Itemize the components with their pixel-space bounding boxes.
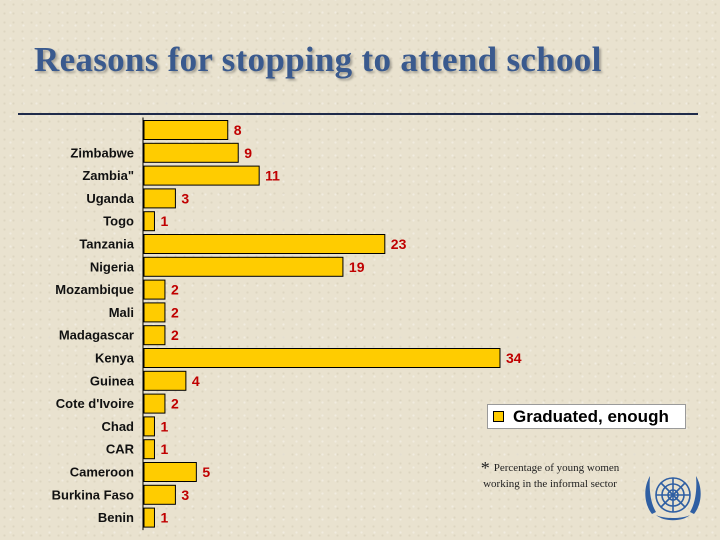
value-label-kenya: 34	[506, 350, 522, 366]
bar-mozambique	[143, 279, 166, 300]
bar-row-0	[143, 120, 229, 140]
category-label-zambia: Zambia"	[82, 168, 134, 183]
bar-guinea	[143, 370, 187, 391]
value-label-car: 1	[160, 441, 168, 457]
value-label-zambia: 11	[265, 168, 280, 184]
category-label-cote-d-ivoire: Cote d'Ivoire	[56, 396, 134, 411]
category-label-chad: Chad	[102, 419, 135, 434]
bar-cameroon	[143, 462, 197, 482]
bar-mali	[143, 302, 166, 323]
bar-zimbabwe	[143, 142, 239, 163]
bar-nigeria	[143, 256, 344, 277]
category-label-guinea: Guinea	[90, 373, 135, 388]
value-label-zimbabwe: 9	[244, 145, 252, 161]
chart-legend: Graduated, enough	[487, 404, 686, 429]
bar-cote-d-ivoire	[143, 393, 166, 414]
value-label-guinea: 4	[192, 373, 200, 389]
bar-chad	[143, 416, 155, 437]
value-label-madagascar: 2	[171, 327, 179, 343]
value-label-tanzania: 23	[391, 236, 407, 252]
bar-benin	[143, 507, 155, 528]
value-label-togo: 1	[160, 213, 168, 229]
category-label-togo: Togo	[103, 214, 134, 229]
value-label-burkina-faso: 3	[181, 487, 189, 503]
category-label-madagascar: Madagascar	[59, 328, 134, 343]
bar-tanzania	[143, 234, 386, 254]
category-label-zimbabwe: Zimbabwe	[70, 145, 134, 160]
footnote: * Percentage of young women working in th…	[462, 458, 638, 492]
footnote-text: Percentage of young women working in the…	[483, 462, 620, 490]
title-divider	[18, 113, 698, 115]
value-label-mali: 2	[171, 304, 179, 320]
value-label-row-0: 8	[234, 122, 242, 138]
value-label-cote-d-ivoire: 2	[171, 396, 179, 412]
value-label-nigeria: 19	[349, 259, 365, 275]
category-label-burkina-faso: Burkina Faso	[52, 487, 134, 502]
page-title: Reasons for stopping to attend school	[34, 40, 602, 79]
un-style-emblem-icon	[645, 476, 701, 521]
bar-togo	[143, 211, 155, 232]
category-label-kenya: Kenya	[95, 351, 135, 366]
bar-burkina-faso	[143, 484, 176, 505]
category-label-cameroon: Cameroon	[70, 465, 134, 480]
value-label-chad: 1	[160, 418, 168, 434]
bar-kenya	[143, 348, 501, 368]
legend-label: Graduated, enough	[513, 406, 669, 426]
bars	[143, 120, 501, 528]
bar-madagascar	[143, 325, 166, 346]
category-label-tanzania: Tanzania	[79, 237, 134, 252]
value-label-cameroon: 5	[202, 464, 210, 480]
category-label-car: CAR	[106, 442, 135, 457]
category-label-nigeria: Nigeria	[90, 259, 135, 274]
category-label-mozambique: Mozambique	[55, 282, 134, 297]
value-label-benin: 1	[160, 510, 168, 526]
footnote-marker: *	[480, 458, 490, 478]
category-labels: Zimbabwe Zambia" Uganda Togo Tanzania Nigeria…	[52, 145, 135, 525]
bar-zambia	[143, 165, 260, 186]
legend-swatch	[493, 411, 504, 422]
category-label-uganda: Uganda	[86, 191, 134, 206]
value-label-uganda: 3	[181, 190, 189, 206]
category-label-mali: Mali	[109, 305, 134, 320]
bar-uganda	[143, 188, 176, 209]
category-label-benin: Benin	[98, 510, 134, 525]
value-label-mozambique: 2	[171, 282, 179, 298]
bar-car	[143, 439, 155, 460]
